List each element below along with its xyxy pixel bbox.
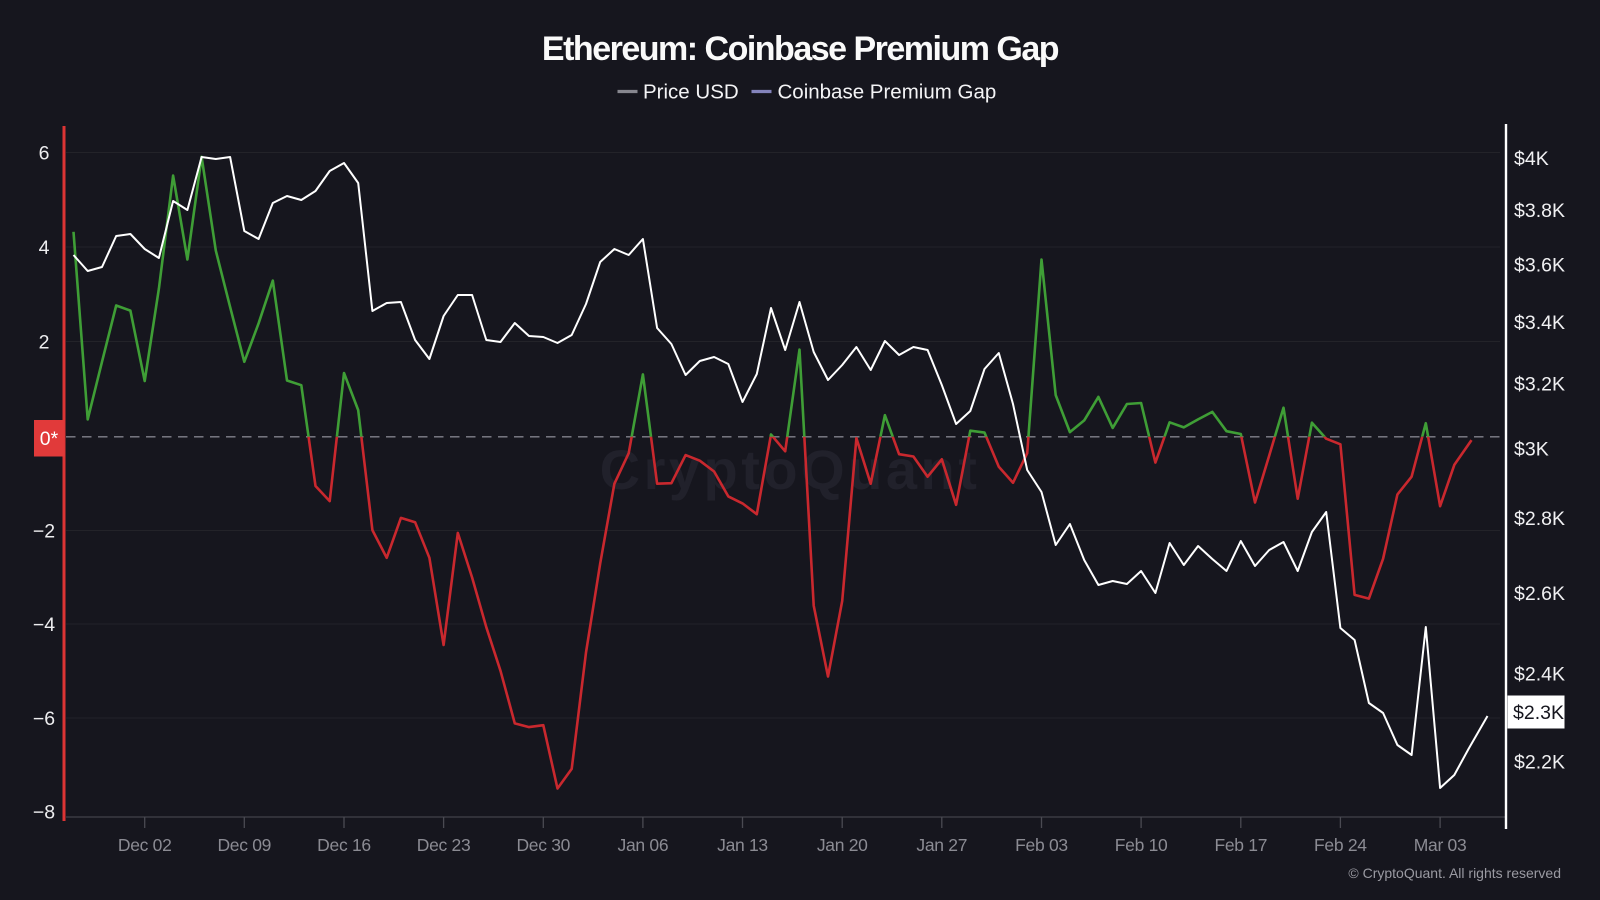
svg-text:Dec 23: Dec 23 — [417, 835, 471, 855]
svg-text:Jan 20: Jan 20 — [817, 835, 868, 855]
svg-text:$2.8K: $2.8K — [1514, 508, 1565, 530]
svg-text:Jan 13: Jan 13 — [717, 835, 768, 855]
svg-text:Dec 30: Dec 30 — [516, 835, 570, 855]
svg-text:Feb 17: Feb 17 — [1214, 835, 1267, 855]
svg-text:CryptoQuant: CryptoQuant — [600, 438, 981, 501]
svg-text:−6: −6 — [33, 708, 55, 730]
svg-text:Ethereum: Coinbase Premium Gap: Ethereum: Coinbase Premium Gap — [542, 30, 1059, 68]
svg-text:Feb 03: Feb 03 — [1015, 835, 1068, 855]
svg-text:$3.2K: $3.2K — [1514, 373, 1565, 395]
svg-text:$2.3K: $2.3K — [1513, 702, 1564, 724]
svg-text:Feb 10: Feb 10 — [1115, 835, 1168, 855]
svg-text:$2.2K: $2.2K — [1514, 752, 1565, 774]
svg-text:Jan 06: Jan 06 — [618, 835, 669, 855]
svg-text:4: 4 — [39, 237, 50, 259]
svg-text:Coinbase Premium Gap: Coinbase Premium Gap — [778, 81, 997, 104]
svg-text:Dec 02: Dec 02 — [118, 835, 172, 855]
svg-text:−8: −8 — [33, 802, 55, 824]
svg-text:6: 6 — [39, 143, 50, 165]
svg-text:$3K: $3K — [1514, 438, 1549, 460]
svg-text:$2.4K: $2.4K — [1514, 664, 1565, 686]
svg-text:Price USD: Price USD — [643, 81, 739, 104]
svg-text:0*: 0* — [40, 428, 59, 450]
svg-text:Mar 03: Mar 03 — [1414, 835, 1467, 855]
svg-text:Feb 24: Feb 24 — [1314, 835, 1367, 855]
svg-text:Dec 16: Dec 16 — [317, 835, 371, 855]
svg-text:−4: −4 — [33, 614, 55, 636]
svg-text:−2: −2 — [33, 521, 55, 543]
svg-text:$4K: $4K — [1514, 148, 1549, 170]
svg-text:Jan 27: Jan 27 — [916, 835, 967, 855]
svg-text:2: 2 — [39, 332, 50, 354]
svg-text:$3.4K: $3.4K — [1514, 312, 1565, 334]
svg-text:$2.6K: $2.6K — [1514, 583, 1565, 605]
svg-text:Dec 09: Dec 09 — [217, 835, 271, 855]
svg-text:$3.6K: $3.6K — [1514, 254, 1565, 276]
svg-text:$3.8K: $3.8K — [1514, 200, 1565, 222]
svg-text:© CryptoQuant. All rights rese: © CryptoQuant. All rights reserved — [1348, 865, 1561, 881]
